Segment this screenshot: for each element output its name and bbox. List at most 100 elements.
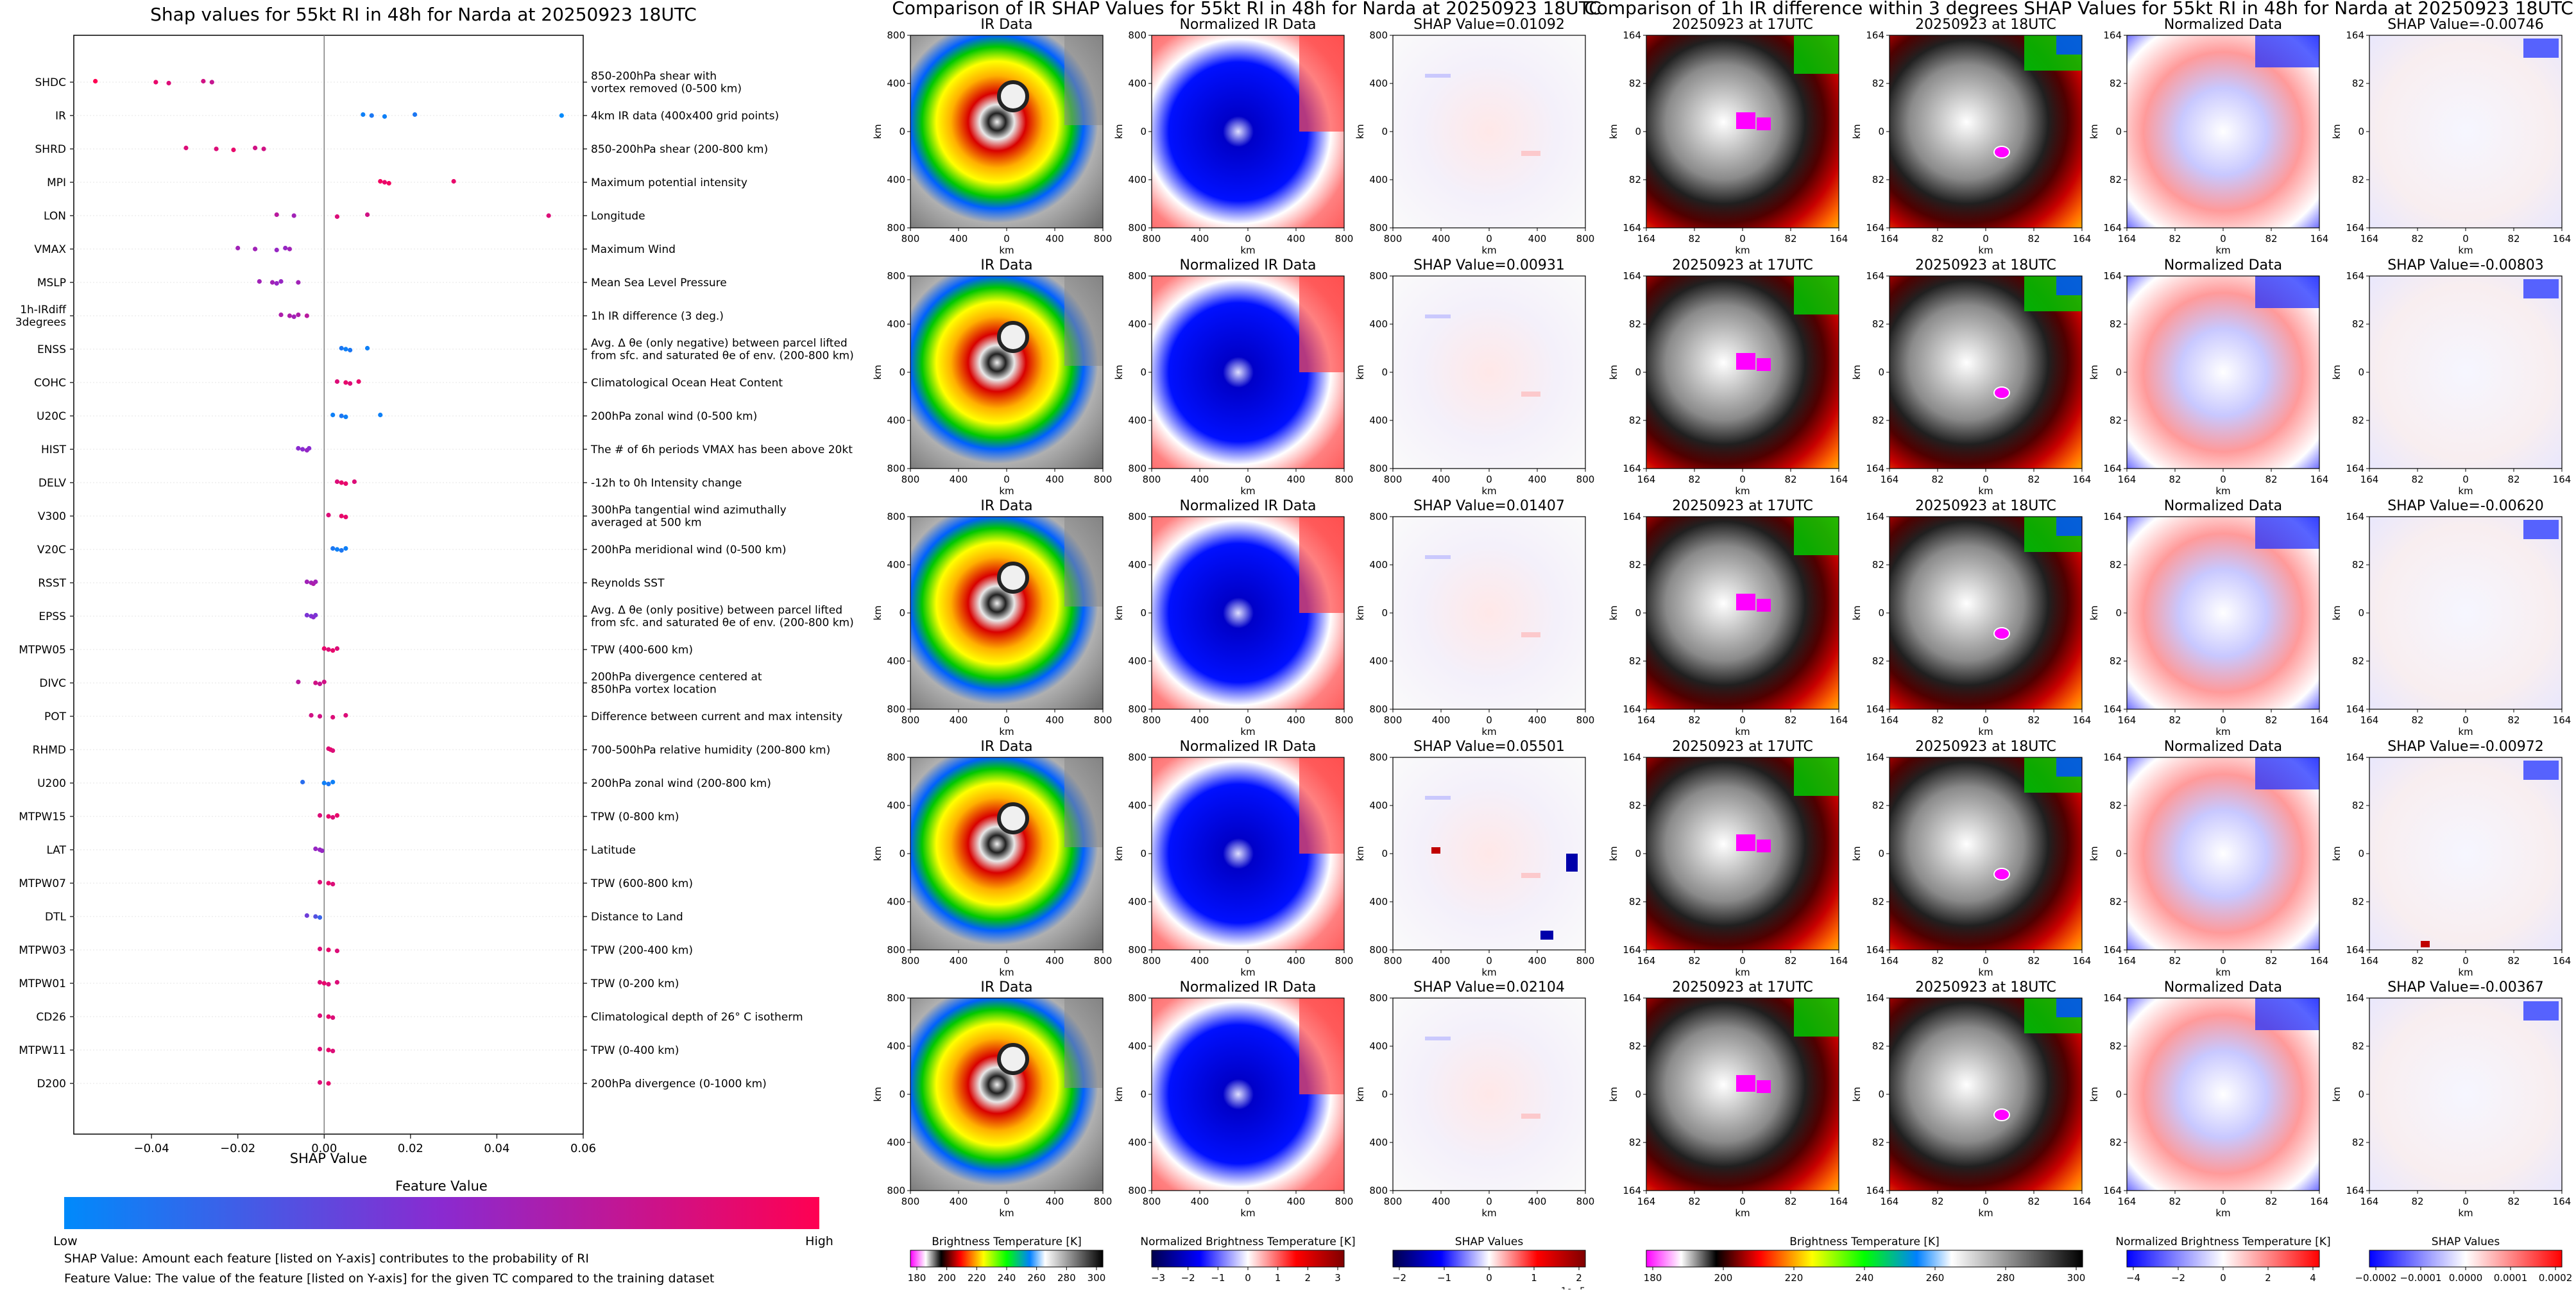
y-tick-label: 0	[1635, 1089, 1641, 1100]
panel-title: Normalized Data	[2164, 17, 2282, 33]
y-axis-label: km	[1113, 1087, 1125, 1101]
colorbar: SHAP Values −2 −1 0 1 2 1e−5	[1392, 1236, 1586, 1292]
x-tick-label: 82	[1931, 474, 1943, 485]
land-overlay	[1299, 276, 1344, 372]
y-axis-label: km	[872, 605, 883, 620]
y-tick-label: 0	[1381, 607, 1388, 619]
y-axis-label: km	[2088, 605, 2100, 620]
y-tick-label: 400	[1369, 655, 1388, 667]
y-axis-label: km	[1851, 846, 1863, 861]
y-tick-label: 400	[1369, 78, 1388, 89]
x-tick-label: 82	[2411, 714, 2423, 726]
x-tick-label: 82	[1688, 1196, 1700, 1207]
y-tick-label: 400	[887, 800, 905, 811]
panel-title: Normalized Data	[2164, 739, 2282, 755]
y-tick-label: 164	[2103, 222, 2122, 234]
x-tick-label: 0	[1486, 1196, 1492, 1207]
y-tick-label: 0	[2115, 1089, 2122, 1100]
x-tick-label: 400	[1191, 474, 1209, 485]
x-tick-label: 0	[1245, 714, 1251, 726]
x-tick-label: 164	[1637, 955, 1656, 967]
y-tick-label: 800	[1128, 222, 1147, 234]
x-tick-label: 400	[1287, 714, 1306, 726]
cold-core-overlay	[1736, 1075, 1755, 1092]
panel-title: IR Data	[980, 257, 1032, 273]
x-tick-label: 82	[2169, 714, 2181, 726]
shap-point	[378, 178, 383, 184]
colorbar-high: High	[805, 1234, 833, 1248]
y-axis-label: km	[1851, 365, 1863, 379]
x-tick-label: 800	[1576, 474, 1595, 485]
green-overlay	[1794, 998, 1839, 1037]
shap-point	[93, 78, 98, 84]
feature-description-line: 200hPa zonal wind (0-500 km)	[591, 410, 757, 423]
y-tick-label: 0	[899, 366, 905, 378]
y-tick-label: 400	[887, 1137, 905, 1148]
shap-point	[317, 946, 323, 952]
x-tick-label: 800	[1576, 233, 1595, 245]
x-tick-label: 800	[1094, 1196, 1113, 1207]
y-axis-label: km	[1608, 605, 1619, 620]
eye-overlay	[997, 1043, 1029, 1075]
x-axis-label: km	[1978, 726, 1993, 737]
feature-description: 200hPa divergence (0-1000 km)	[591, 1078, 767, 1090]
y-tick-label: 400	[887, 559, 905, 571]
feature-description: TPW (0-400 km)	[590, 1044, 679, 1057]
feature-label-line: COHC	[34, 377, 66, 390]
feature-label-line: VMAX	[34, 243, 66, 256]
y-tick-label: 400	[1369, 559, 1388, 571]
blue-overlay	[2255, 35, 2319, 67]
y-axis-label: km	[1354, 124, 1366, 139]
x-tick-label: 164	[1881, 714, 1899, 726]
x-tick-label: 400	[1191, 714, 1209, 726]
y-tick-label: 82	[1629, 800, 1641, 811]
land-overlay	[1299, 757, 1344, 854]
shap-point	[330, 779, 336, 785]
colorbar-tick-label: 200	[937, 1272, 956, 1284]
colorbar-bar	[2126, 1250, 2320, 1268]
x-tick-label: 0	[2220, 955, 2226, 967]
blue-overlay	[2056, 276, 2082, 295]
feature-description-line: TPW (400-600 km)	[590, 644, 693, 657]
y-tick-label: 164	[2346, 463, 2364, 474]
x-tick-label: 82	[1784, 714, 1796, 726]
x-axis-label: km	[1735, 245, 1750, 256]
blue-overlay	[2255, 998, 2319, 1030]
y-tick-label: 0	[899, 126, 905, 137]
x-axis-label: km	[1240, 485, 1255, 497]
x-tick-label: 82	[2265, 714, 2277, 726]
x-tick-label: 164	[2118, 1196, 2137, 1207]
x-axis-label: km	[2215, 967, 2230, 978]
feature-label-line: DIVC	[39, 677, 66, 690]
y-tick-label: 82	[1629, 78, 1641, 89]
x-tick-label: 400	[1191, 233, 1209, 245]
feature-label-line: MPI	[47, 177, 66, 189]
shap-point	[343, 546, 348, 551]
x-tick-label: 400	[1191, 955, 1209, 967]
feature-description: 200hPa zonal wind (200-800 km)	[591, 777, 771, 790]
feature-description: Difference between current and max inten…	[591, 711, 842, 723]
y-tick-label: 82	[1629, 655, 1641, 667]
shap-point	[330, 748, 336, 754]
shap-point	[317, 915, 323, 920]
cold-core-overlay	[1993, 386, 2010, 399]
y-tick-label: 400	[1128, 174, 1147, 185]
y-tick-label: 400	[1128, 415, 1147, 426]
feature-label: MTPW01	[19, 978, 66, 990]
y-tick-label: 800	[1369, 1185, 1388, 1196]
y-tick-label: 164	[1866, 752, 1884, 763]
colorbar: Brightness Temperature [K] 180 200 220 240 26…	[1644, 1236, 2086, 1284]
x-tick-label: 400	[1046, 474, 1064, 485]
colorbar-tick-label: 0.0001	[2494, 1272, 2528, 1284]
shap-point	[253, 145, 258, 151]
feature-description-line: from sfc. and saturated θe of env. (200-…	[591, 617, 854, 630]
